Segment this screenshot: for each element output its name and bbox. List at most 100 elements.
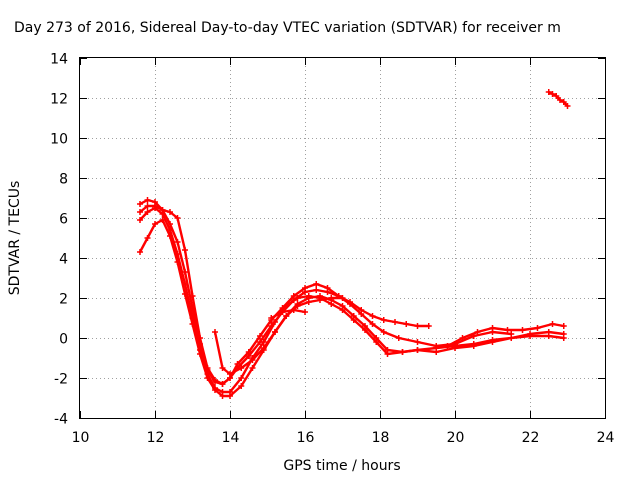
data-point bbox=[305, 299, 312, 305]
data-point bbox=[219, 381, 226, 387]
data-point bbox=[414, 339, 421, 345]
data-point bbox=[373, 339, 380, 345]
x-tick-label: 20 bbox=[447, 430, 465, 446]
data-point bbox=[347, 301, 353, 307]
data-point bbox=[545, 89, 552, 95]
data-point bbox=[564, 103, 571, 109]
series-trace bbox=[270, 308, 307, 320]
plot-frame bbox=[79, 57, 606, 419]
data-point bbox=[399, 349, 406, 355]
data-point bbox=[290, 293, 297, 299]
data-point bbox=[257, 333, 263, 339]
data-point bbox=[283, 303, 290, 309]
data-point bbox=[159, 211, 166, 217]
data-point bbox=[350, 317, 357, 323]
data-point bbox=[219, 365, 226, 371]
data-point bbox=[392, 319, 398, 325]
data-point bbox=[527, 331, 533, 337]
data-point bbox=[384, 351, 391, 357]
data-point bbox=[294, 303, 301, 309]
data-point bbox=[317, 297, 323, 303]
data-point bbox=[339, 295, 346, 301]
data-point bbox=[534, 325, 541, 331]
data-point bbox=[238, 375, 245, 381]
data-point bbox=[560, 331, 567, 337]
data-point bbox=[174, 251, 181, 257]
data-point bbox=[137, 217, 143, 223]
data-point bbox=[137, 201, 143, 207]
data-point bbox=[144, 203, 151, 209]
data-point bbox=[313, 287, 320, 293]
data-point bbox=[380, 329, 387, 335]
data-point bbox=[249, 365, 256, 371]
data-point bbox=[197, 347, 203, 353]
y-tick-label: -2 bbox=[54, 372, 68, 388]
data-point bbox=[474, 329, 481, 335]
data-point bbox=[489, 325, 496, 331]
data-point bbox=[212, 385, 218, 391]
data-point bbox=[302, 285, 308, 291]
x-tick-label: 16 bbox=[297, 430, 315, 446]
data-point bbox=[414, 323, 421, 329]
data-point bbox=[459, 335, 466, 341]
plot-area bbox=[137, 89, 571, 399]
data-point bbox=[328, 301, 335, 307]
data-point bbox=[182, 281, 188, 287]
data-point bbox=[260, 345, 267, 351]
grid bbox=[80, 58, 605, 418]
data-point bbox=[414, 347, 421, 353]
data-point bbox=[549, 321, 556, 327]
y-tick-label: 12 bbox=[50, 92, 68, 108]
data-point bbox=[305, 293, 312, 299]
data-point bbox=[560, 323, 567, 329]
data-point bbox=[549, 91, 556, 97]
series-track-8 bbox=[545, 89, 571, 109]
x-tick-label: 14 bbox=[222, 430, 240, 446]
data-point bbox=[339, 307, 346, 313]
data-point bbox=[219, 389, 226, 395]
data-point bbox=[204, 371, 211, 377]
data-point bbox=[433, 349, 440, 355]
data-point bbox=[560, 99, 567, 105]
y-tick-label: 10 bbox=[50, 132, 68, 148]
series-track-5 bbox=[444, 321, 567, 349]
data-point bbox=[290, 307, 297, 313]
data-point bbox=[189, 315, 196, 321]
x-tick-label: 18 bbox=[372, 430, 390, 446]
y-tick-label: 4 bbox=[59, 252, 68, 268]
data-point bbox=[403, 321, 410, 327]
data-point bbox=[174, 215, 181, 221]
data-point bbox=[508, 335, 515, 341]
data-point bbox=[137, 209, 143, 215]
data-point bbox=[152, 205, 158, 211]
data-point bbox=[182, 247, 188, 253]
data-point bbox=[545, 329, 552, 335]
data-point bbox=[324, 285, 331, 291]
data-point bbox=[283, 313, 290, 319]
data-point bbox=[167, 227, 173, 233]
y-tick-label: -4 bbox=[54, 412, 68, 428]
data-point bbox=[234, 361, 241, 367]
data-point bbox=[504, 327, 511, 333]
x-tick-label: 10 bbox=[72, 430, 90, 446]
data-point bbox=[189, 293, 196, 299]
data-point bbox=[272, 329, 278, 335]
data-point bbox=[238, 383, 245, 389]
data-point bbox=[489, 339, 496, 345]
data-point bbox=[395, 335, 402, 341]
data-point bbox=[358, 311, 365, 317]
series-track-6 bbox=[212, 295, 346, 377]
chart-title: Day 273 of 2016, Sidereal Day-to-day VTE… bbox=[14, 20, 561, 36]
data-point bbox=[302, 309, 308, 315]
series-trace bbox=[213, 296, 344, 376]
y-tick-label: 14 bbox=[50, 52, 68, 68]
data-point bbox=[553, 93, 560, 99]
data-point bbox=[279, 309, 286, 315]
data-point bbox=[313, 281, 320, 287]
series-track-3 bbox=[137, 217, 567, 399]
series-trace bbox=[138, 218, 565, 398]
data-point bbox=[369, 313, 376, 319]
y-tick-label: 0 bbox=[59, 332, 68, 348]
